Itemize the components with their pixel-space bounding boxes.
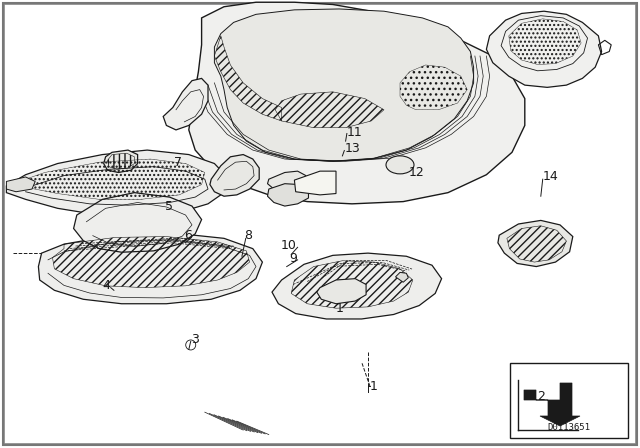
Text: 7: 7 <box>174 155 182 169</box>
Text: 4: 4 <box>102 279 110 293</box>
Text: 5: 5 <box>165 200 173 214</box>
Text: 3: 3 <box>191 333 198 346</box>
Polygon shape <box>396 272 408 282</box>
Polygon shape <box>74 193 202 252</box>
Text: 12: 12 <box>408 165 424 179</box>
Text: 1: 1 <box>336 302 344 315</box>
Polygon shape <box>498 220 573 267</box>
Polygon shape <box>272 253 442 319</box>
Polygon shape <box>6 150 227 216</box>
Polygon shape <box>38 233 262 304</box>
Text: D0113651: D0113651 <box>547 423 591 432</box>
Text: 13: 13 <box>344 142 360 155</box>
Text: 1: 1 <box>370 379 378 393</box>
Polygon shape <box>104 150 138 172</box>
Text: 9: 9 <box>289 252 297 266</box>
Polygon shape <box>486 11 602 87</box>
Text: 2: 2 <box>538 390 545 403</box>
Ellipse shape <box>386 156 414 174</box>
Polygon shape <box>6 177 35 192</box>
Polygon shape <box>214 9 474 161</box>
Text: 14: 14 <box>543 170 559 184</box>
Bar <box>510 363 628 438</box>
Text: 8: 8 <box>244 229 253 242</box>
Polygon shape <box>268 184 308 206</box>
Polygon shape <box>268 171 306 192</box>
Polygon shape <box>317 279 366 304</box>
Polygon shape <box>210 155 259 196</box>
Polygon shape <box>163 78 208 130</box>
Polygon shape <box>189 2 525 204</box>
Text: 6: 6 <box>184 228 192 242</box>
Polygon shape <box>294 171 336 195</box>
Text: 11: 11 <box>347 125 363 139</box>
Text: 10: 10 <box>281 239 297 252</box>
Polygon shape <box>524 383 580 426</box>
